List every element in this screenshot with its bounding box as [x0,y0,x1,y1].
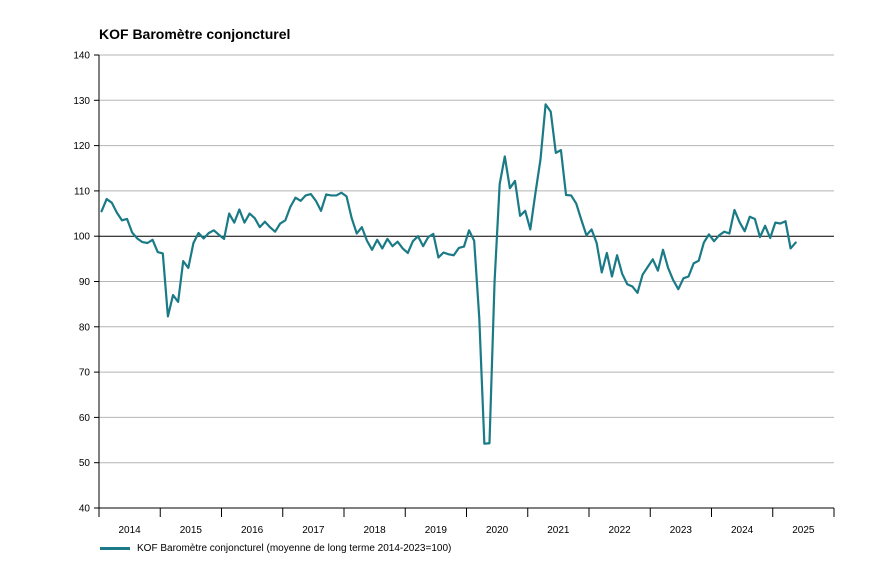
series-group [100,103,797,445]
chart-title: KOF Baromètre conjoncturel [99,26,291,42]
y-tick-label: 90 [79,277,91,288]
y-tick-label: 70 [79,368,91,379]
y-tick-label: 80 [79,322,91,333]
axes [94,54,835,517]
y-tick-label: 120 [73,141,90,152]
y-tick-labels: 40 50 60 70 80 90 100 110 120 130 140 [73,51,90,515]
x-tick-label: 2019 [425,525,448,536]
legend: KOF Baromètre conjoncturel (moyenne de l… [100,543,451,554]
x-tick-label: 2020 [486,525,509,536]
legend-label: KOF Baromètre conjoncturel (moyenne de l… [137,543,452,554]
y-tick-label: 40 [79,504,91,515]
x-tick-label: 2014 [119,525,142,536]
x-tick-label: 2021 [547,525,570,536]
x-tick-label: 2016 [241,525,264,536]
x-tick-label: 2018 [364,525,387,536]
x-tick-label: 2024 [731,525,754,536]
y-tick-label: 100 [73,232,90,243]
x-tick-label: 2023 [670,525,693,536]
y-tick-label: 50 [79,458,91,469]
y-tick-label: 140 [73,51,90,62]
gridlines [99,54,834,464]
x-tick-label: 2025 [792,525,815,536]
x-tick-labels: 2014 2015 2016 2017 2018 2019 2020 2021 2022 2023… [119,525,815,536]
series-line [100,103,797,445]
x-tick-label: 2015 [180,525,203,536]
x-tick-label: 2022 [609,525,632,536]
x-tick-label: 2017 [302,525,325,536]
y-tick-label: 60 [79,413,91,424]
legend-swatch [100,547,130,550]
y-tick-label: 110 [74,186,90,197]
y-tick-label: 130 [73,96,90,107]
